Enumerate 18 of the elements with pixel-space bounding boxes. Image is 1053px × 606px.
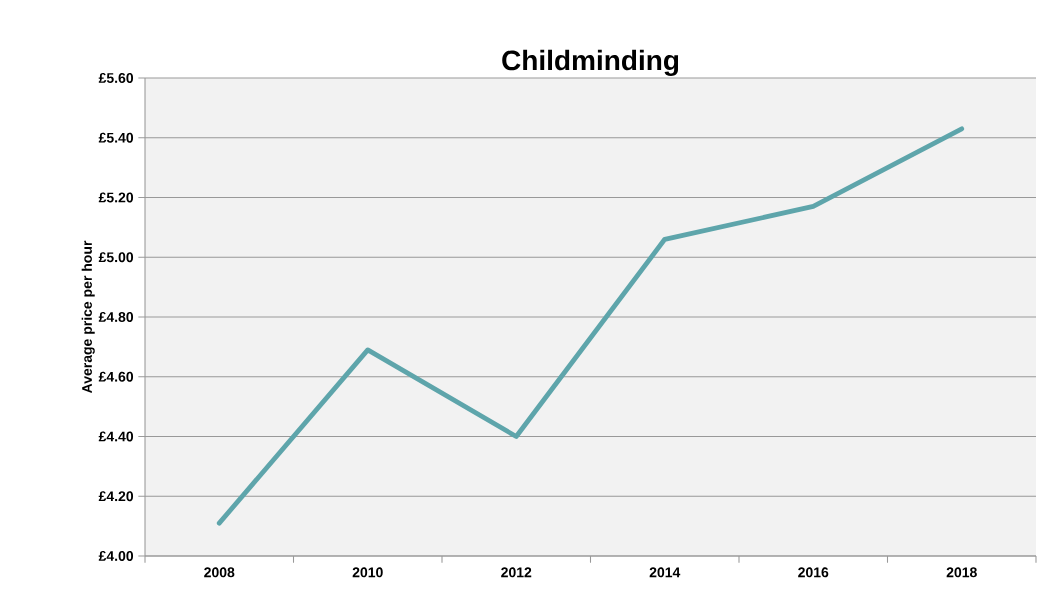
line-series	[216, 126, 965, 526]
y-tick-label: £4.20	[98, 491, 134, 502]
y-tick-label: £4.60	[98, 371, 134, 382]
y-tick-label: £5.20	[98, 192, 134, 203]
x-tick-label: 2018	[946, 567, 977, 578]
y-tick-label: £5.40	[98, 132, 134, 143]
y-tick-label: £5.00	[98, 252, 134, 263]
chart-title: Childminding	[502, 49, 679, 76]
x-tick-label: 2014	[649, 567, 681, 578]
y-tick-label: £4.40	[98, 431, 134, 442]
y-tick-label: £5.60	[98, 73, 134, 83]
x-tick-label: 2012	[501, 567, 532, 578]
x-tick-label: 2008	[204, 567, 235, 578]
x-tick-label: 2016	[798, 567, 829, 578]
y-axis-title: Average price per hour	[81, 240, 95, 394]
y-tick-label: £4.80	[98, 312, 134, 322]
y-tick-label: £4.00	[98, 551, 134, 561]
x-tick-label: 2010	[352, 567, 383, 578]
